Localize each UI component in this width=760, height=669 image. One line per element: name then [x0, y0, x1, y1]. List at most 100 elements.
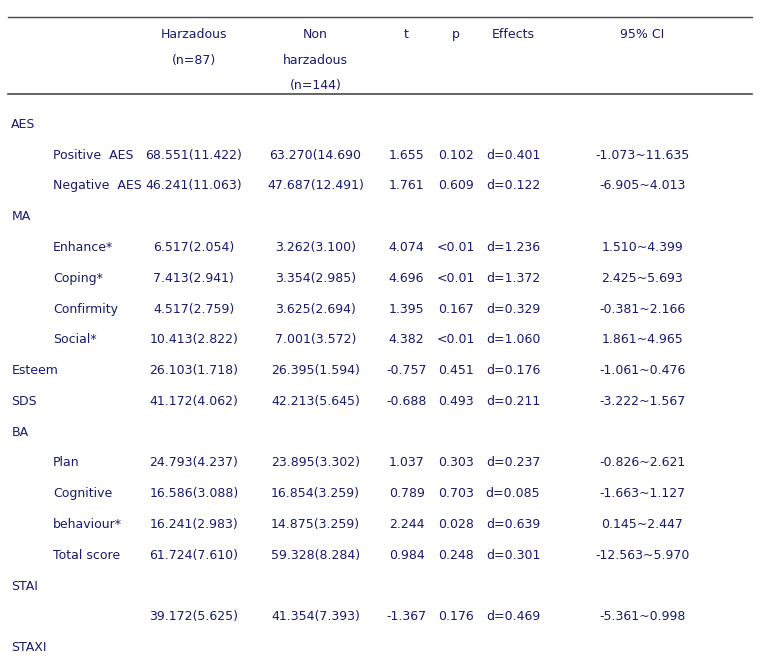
Text: 23.895(3.302): 23.895(3.302)	[271, 456, 360, 470]
Text: 0.609: 0.609	[438, 179, 474, 193]
Text: 2.425~5.693: 2.425~5.693	[601, 272, 683, 285]
Text: Plan: Plan	[53, 456, 80, 470]
Text: (n=144): (n=144)	[290, 80, 341, 92]
Text: 24.793(4.237): 24.793(4.237)	[150, 456, 238, 470]
Text: 61.724(7.610): 61.724(7.610)	[149, 549, 239, 562]
Text: d=0.401: d=0.401	[486, 149, 540, 162]
Text: SDS: SDS	[11, 395, 37, 408]
Text: -0.381~2.166: -0.381~2.166	[599, 302, 686, 316]
Text: Positive  AES: Positive AES	[53, 149, 134, 162]
Text: 16.241(2.983): 16.241(2.983)	[150, 518, 238, 531]
Text: 0.451: 0.451	[438, 364, 474, 377]
Text: 0.493: 0.493	[439, 395, 473, 408]
Text: Harzadous: Harzadous	[160, 28, 227, 41]
Text: Confirmity: Confirmity	[53, 302, 119, 316]
Text: -12.563~5.970: -12.563~5.970	[595, 549, 689, 562]
Text: 7.413(2.941): 7.413(2.941)	[154, 272, 234, 285]
Text: 0.703: 0.703	[438, 487, 474, 500]
Text: 0.167: 0.167	[438, 302, 474, 316]
Text: -3.222~1.567: -3.222~1.567	[599, 395, 686, 408]
Text: 1.037: 1.037	[388, 456, 425, 470]
Text: 0.176: 0.176	[438, 610, 474, 624]
Text: 26.395(1.594): 26.395(1.594)	[271, 364, 359, 377]
Text: -5.361~0.998: -5.361~0.998	[599, 610, 686, 624]
Text: 47.687(12.491): 47.687(12.491)	[267, 179, 364, 193]
Text: t: t	[404, 28, 409, 41]
Text: d=0.085: d=0.085	[486, 487, 540, 500]
Text: 3.262(3.100): 3.262(3.100)	[275, 241, 356, 254]
Text: <0.01: <0.01	[437, 241, 475, 254]
Text: Coping*: Coping*	[53, 272, 103, 285]
Text: 1.761: 1.761	[389, 179, 424, 193]
Text: 3.625(2.694): 3.625(2.694)	[275, 302, 356, 316]
Text: -1.663~1.127: -1.663~1.127	[599, 487, 686, 500]
Text: harzadous: harzadous	[283, 54, 348, 67]
Text: 63.270(14.690: 63.270(14.690	[269, 149, 362, 162]
Text: d=0.329: d=0.329	[486, 302, 540, 316]
Text: 4.074: 4.074	[388, 241, 425, 254]
Text: 41.172(4.062): 41.172(4.062)	[150, 395, 238, 408]
Text: 26.103(1.718): 26.103(1.718)	[149, 364, 239, 377]
Text: p: p	[452, 28, 460, 41]
Text: 68.551(11.422): 68.551(11.422)	[145, 149, 242, 162]
Text: Enhance*: Enhance*	[53, 241, 113, 254]
Text: 2.244: 2.244	[389, 518, 424, 531]
Text: behaviour*: behaviour*	[53, 518, 122, 531]
Text: STAXI: STAXI	[11, 641, 47, 654]
Text: Total score: Total score	[53, 549, 120, 562]
Text: 0.984: 0.984	[388, 549, 425, 562]
Text: 0.145~2.447: 0.145~2.447	[601, 518, 683, 531]
Text: 14.875(3.259): 14.875(3.259)	[271, 518, 360, 531]
Text: Cognitive: Cognitive	[53, 487, 112, 500]
Text: <0.01: <0.01	[437, 333, 475, 347]
Text: d=0.469: d=0.469	[486, 610, 540, 624]
Text: 3.354(2.985): 3.354(2.985)	[275, 272, 356, 285]
Text: 4.517(2.759): 4.517(2.759)	[154, 302, 234, 316]
Text: d=0.639: d=0.639	[486, 518, 540, 531]
Text: 6.517(2.054): 6.517(2.054)	[154, 241, 234, 254]
Text: 1.655: 1.655	[388, 149, 425, 162]
Text: 1.510~4.399: 1.510~4.399	[601, 241, 683, 254]
Text: <0.01: <0.01	[437, 272, 475, 285]
Text: 1.861~4.965: 1.861~4.965	[601, 333, 683, 347]
Text: 10.413(2.822): 10.413(2.822)	[150, 333, 238, 347]
Text: -1.367: -1.367	[387, 610, 426, 624]
Text: 0.102: 0.102	[438, 149, 474, 162]
Text: -6.905~4.013: -6.905~4.013	[599, 179, 686, 193]
Text: 39.172(5.625): 39.172(5.625)	[149, 610, 239, 624]
Text: 41.354(7.393): 41.354(7.393)	[271, 610, 359, 624]
Text: d=0.301: d=0.301	[486, 549, 540, 562]
Text: 1.395: 1.395	[389, 302, 424, 316]
Text: Non: Non	[303, 28, 328, 41]
Text: d=1.236: d=1.236	[486, 241, 540, 254]
Text: d=0.122: d=0.122	[486, 179, 540, 193]
Text: 0.303: 0.303	[438, 456, 474, 470]
Text: d=0.237: d=0.237	[486, 456, 540, 470]
Text: 16.854(3.259): 16.854(3.259)	[271, 487, 360, 500]
Text: Esteem: Esteem	[11, 364, 59, 377]
Text: 42.213(5.645): 42.213(5.645)	[271, 395, 359, 408]
Text: d=1.372: d=1.372	[486, 272, 540, 285]
Text: Effects: Effects	[492, 28, 534, 41]
Text: STAI: STAI	[11, 579, 38, 593]
Text: 0.028: 0.028	[438, 518, 474, 531]
Text: 4.696: 4.696	[389, 272, 424, 285]
Text: 0.248: 0.248	[438, 549, 474, 562]
Text: d=0.211: d=0.211	[486, 395, 540, 408]
Text: MA: MA	[11, 210, 30, 223]
Text: BA: BA	[11, 425, 29, 439]
Text: -1.061~0.476: -1.061~0.476	[599, 364, 686, 377]
Text: -1.073~11.635: -1.073~11.635	[595, 149, 689, 162]
Text: d=0.176: d=0.176	[486, 364, 540, 377]
Text: 46.241(11.063): 46.241(11.063)	[145, 179, 242, 193]
Text: 59.328(8.284): 59.328(8.284)	[271, 549, 360, 562]
Text: 16.586(3.088): 16.586(3.088)	[149, 487, 239, 500]
Text: Negative  AES: Negative AES	[53, 179, 142, 193]
Text: d=1.060: d=1.060	[486, 333, 540, 347]
Text: -0.826~2.621: -0.826~2.621	[599, 456, 686, 470]
Text: 4.382: 4.382	[389, 333, 424, 347]
Text: 0.789: 0.789	[388, 487, 425, 500]
Text: 7.001(3.572): 7.001(3.572)	[274, 333, 356, 347]
Text: -0.688: -0.688	[386, 395, 427, 408]
Text: Social*: Social*	[53, 333, 97, 347]
